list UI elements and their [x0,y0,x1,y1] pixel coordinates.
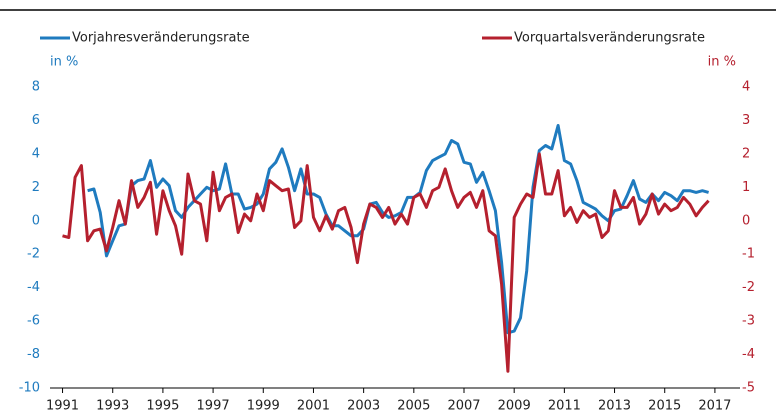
y2-tick-label: -1 [742,247,755,262]
x-tick-label: 1997 [197,399,230,414]
legend-label: Vorquartalsveränderungsrate [514,31,705,46]
y-tick-label: 8 [32,80,40,95]
y-tick-label: 0 [32,213,40,228]
x-tick-label: 1995 [146,399,179,414]
x-tick-label: 2017 [698,399,731,414]
y-axis-label: in % [50,55,78,70]
y-tick-label: -4 [27,280,40,295]
y-tick-label: -6 [27,314,40,329]
x-tick-label: 2011 [548,399,581,414]
y2-tick-label: -2 [742,280,755,295]
y2-tick-label: -4 [742,347,755,362]
x-tick-label: 1999 [247,399,280,414]
y-tick-label: 2 [32,180,40,195]
legend-label: Vorjahresveränderungsrate [72,31,250,46]
y2-tick-label: 2 [742,146,750,161]
x-tick-label: 2001 [297,399,330,414]
y2-tick-label: 0 [742,213,750,228]
y-tick-label: -10 [19,381,40,396]
y2-axis-label: in % [708,55,736,70]
x-tick-label: 2003 [347,399,380,414]
x-tick-label: 2007 [447,399,480,414]
series-line [62,152,710,373]
y2-tick-label: -5 [742,381,755,396]
x-tick-label: 2009 [498,399,531,414]
y2-tick-label: -3 [742,314,755,329]
x-tick-label: 2005 [397,399,430,414]
y2-tick-label: 3 [742,113,750,128]
y-tick-label: -2 [27,247,40,262]
x-tick-label: 2013 [598,399,631,414]
y2-tick-label: 4 [742,80,750,95]
series-line [87,124,709,335]
y-tick-label: 6 [32,113,40,128]
y2-tick-label: 1 [742,180,750,195]
x-tick-label: 1993 [96,399,129,414]
y-tick-label: -8 [27,347,40,362]
x-tick-label: 1991 [46,399,79,414]
x-tick-label: 2015 [648,399,681,414]
y-tick-label: 4 [32,146,40,161]
